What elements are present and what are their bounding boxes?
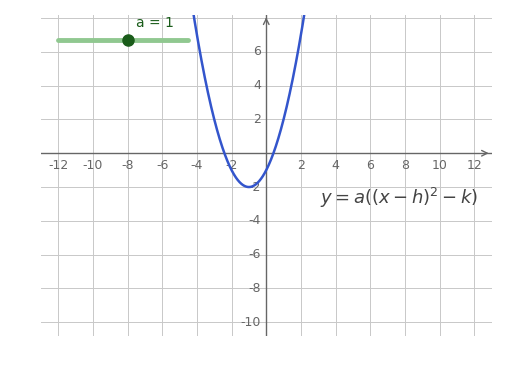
Text: 10: 10 bbox=[432, 159, 447, 172]
Text: -4: -4 bbox=[249, 214, 261, 227]
Text: -10: -10 bbox=[83, 159, 103, 172]
Text: -6: -6 bbox=[156, 159, 168, 172]
Text: 8: 8 bbox=[401, 159, 409, 172]
Text: -6: -6 bbox=[249, 248, 261, 261]
Text: 12: 12 bbox=[466, 159, 482, 172]
Text: a = 1: a = 1 bbox=[136, 16, 174, 30]
Text: 4: 4 bbox=[253, 79, 261, 92]
Text: 6: 6 bbox=[253, 45, 261, 58]
Text: -2: -2 bbox=[225, 159, 238, 172]
Text: $y = a((x-h)^2-k)$: $y = a((x-h)^2-k)$ bbox=[320, 186, 478, 210]
Text: -8: -8 bbox=[121, 159, 134, 172]
Text: 4: 4 bbox=[332, 159, 339, 172]
Text: -12: -12 bbox=[48, 159, 69, 172]
Text: -2: -2 bbox=[249, 181, 261, 193]
Text: -4: -4 bbox=[191, 159, 203, 172]
Text: 2: 2 bbox=[297, 159, 305, 172]
Text: 6: 6 bbox=[366, 159, 374, 172]
Text: -8: -8 bbox=[248, 282, 261, 295]
Text: 2: 2 bbox=[253, 113, 261, 126]
Text: -10: -10 bbox=[241, 316, 261, 329]
